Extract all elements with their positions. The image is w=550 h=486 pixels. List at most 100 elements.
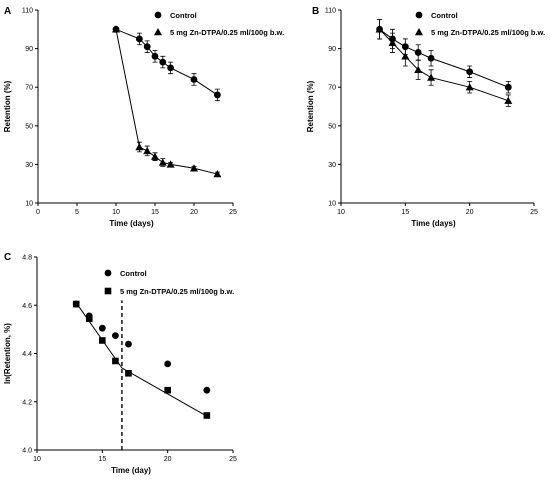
series-line: [379, 28, 509, 88]
series-triangle: [112, 25, 222, 178]
chart-panel-c: C 10 15 20 25 4.0 4.2 4.4 4.6 4.8 Time (day) ln(Ret…: [3, 252, 237, 475]
y-tick-label: 4.2: [22, 399, 32, 406]
axes: [340, 10, 534, 204]
legend-marker: [104, 269, 112, 277]
x-tick-label: 10: [337, 209, 345, 216]
data-point: [99, 337, 106, 344]
data-point: [214, 91, 221, 99]
data-point: [125, 369, 132, 377]
data-point: [112, 25, 120, 33]
x-tick-label: 15: [98, 456, 106, 463]
y-tick-label: 70: [328, 85, 336, 92]
panel-letter: A: [4, 6, 11, 17]
y-tick-label: 10: [25, 201, 33, 208]
x-axis-label: Time (days): [411, 219, 456, 228]
legend-label: Control: [120, 269, 147, 278]
data-point: [151, 52, 159, 60]
data-point: [125, 340, 132, 348]
legend-label: 5 mg Zn-DTPA/0.25 ml/100g b.w.: [170, 28, 284, 37]
x-tick-label: 20: [466, 209, 474, 216]
data-point: [414, 65, 423, 74]
series-circle: [112, 25, 221, 102]
data-point: [466, 68, 474, 76]
y-tick-label: 4.4: [22, 351, 32, 358]
data-point: [112, 332, 119, 340]
x-tick-label: 25: [229, 456, 237, 463]
y-tick-label: 4.8: [22, 255, 32, 262]
y-tick-label: 110: [22, 8, 33, 15]
data-point: [414, 49, 422, 56]
data-point: [72, 300, 80, 308]
x-tick-label: 0: [36, 209, 40, 216]
data-point: [112, 357, 119, 365]
data-point: [375, 25, 384, 33]
y-tick-label: 90: [328, 46, 336, 53]
legend-label: 5 mg Zn-DTPA/0.25 ml/100g b.w.: [431, 28, 545, 37]
data-point: [504, 83, 512, 91]
x-tick-label: 15: [151, 209, 159, 216]
data-point: [388, 38, 397, 47]
y-tick-label: 4.0: [22, 448, 32, 455]
x-tick-label: 20: [164, 456, 172, 463]
series-line: [115, 29, 218, 175]
legend-marker: [415, 28, 423, 36]
data-point: [190, 164, 198, 172]
x-tick-label: 10: [33, 456, 41, 463]
series-square: [72, 300, 211, 419]
y-tick-label: 4.6: [22, 303, 32, 310]
data-point: [158, 158, 167, 166]
chart-panel-b: B 10 15 20 25 10 30 50 70 90 110 Time (days) Retenti…: [306, 6, 545, 228]
data-point: [401, 52, 410, 60]
data-point: [166, 160, 175, 168]
data-point: [167, 64, 175, 72]
data-point: [159, 58, 167, 66]
y-axis-label: Retention (%): [306, 80, 315, 132]
data-point: [164, 360, 172, 368]
data-point: [143, 43, 151, 51]
legend-marker: [415, 11, 423, 19]
x-tick-label: 15: [401, 209, 409, 216]
panel-letter: B: [312, 6, 319, 17]
series-triangle: [375, 19, 513, 107]
legend-label: 5 mg Zn-DTPA/0.25 ml/100g b.w.: [120, 287, 234, 296]
data-point: [98, 324, 106, 332]
axes: [37, 10, 233, 204]
data-point: [164, 386, 171, 394]
x-axis-label: Time (day): [111, 466, 151, 475]
fit-line: [75, 302, 123, 369]
series-line: [379, 28, 509, 102]
data-point: [427, 54, 435, 62]
series-circle: [72, 300, 211, 394]
x-axis-label: Time (days): [109, 219, 154, 228]
x-tick-label: 10: [112, 209, 120, 216]
x-tick-label: 5: [75, 209, 79, 216]
data-point: [427, 73, 436, 81]
x-tick-label: 20: [190, 209, 198, 216]
data-point: [143, 146, 152, 155]
axes: [36, 257, 233, 451]
data-point: [135, 143, 144, 151]
data-point: [190, 76, 198, 83]
x-tick-label: 25: [229, 209, 237, 216]
y-tick-label: 10: [328, 201, 336, 208]
y-tick-label: 50: [25, 123, 33, 130]
y-tick-label: 30: [25, 162, 33, 169]
legend-marker: [104, 287, 112, 295]
legend-marker: [154, 11, 162, 19]
x-tick-label: 25: [530, 209, 538, 216]
y-axis-label: ln(Retention, %): [3, 323, 12, 384]
data-point: [136, 35, 143, 43]
panel-letter: C: [4, 252, 11, 263]
y-tick-label: 50: [328, 123, 336, 130]
legend-label: Control: [431, 11, 458, 20]
data-point: [151, 152, 159, 160]
chart-panel-a: A 0 5 10 15 20 25 10 30 50 70 90 110 Time (days) Reten…: [3, 6, 284, 228]
data-point: [203, 386, 211, 394]
legend-marker: [154, 28, 162, 36]
data-point: [465, 83, 474, 91]
data-point: [213, 170, 222, 178]
y-axis-label: Retention (%): [3, 80, 12, 132]
data-point: [203, 412, 211, 419]
series-line: [115, 28, 218, 96]
